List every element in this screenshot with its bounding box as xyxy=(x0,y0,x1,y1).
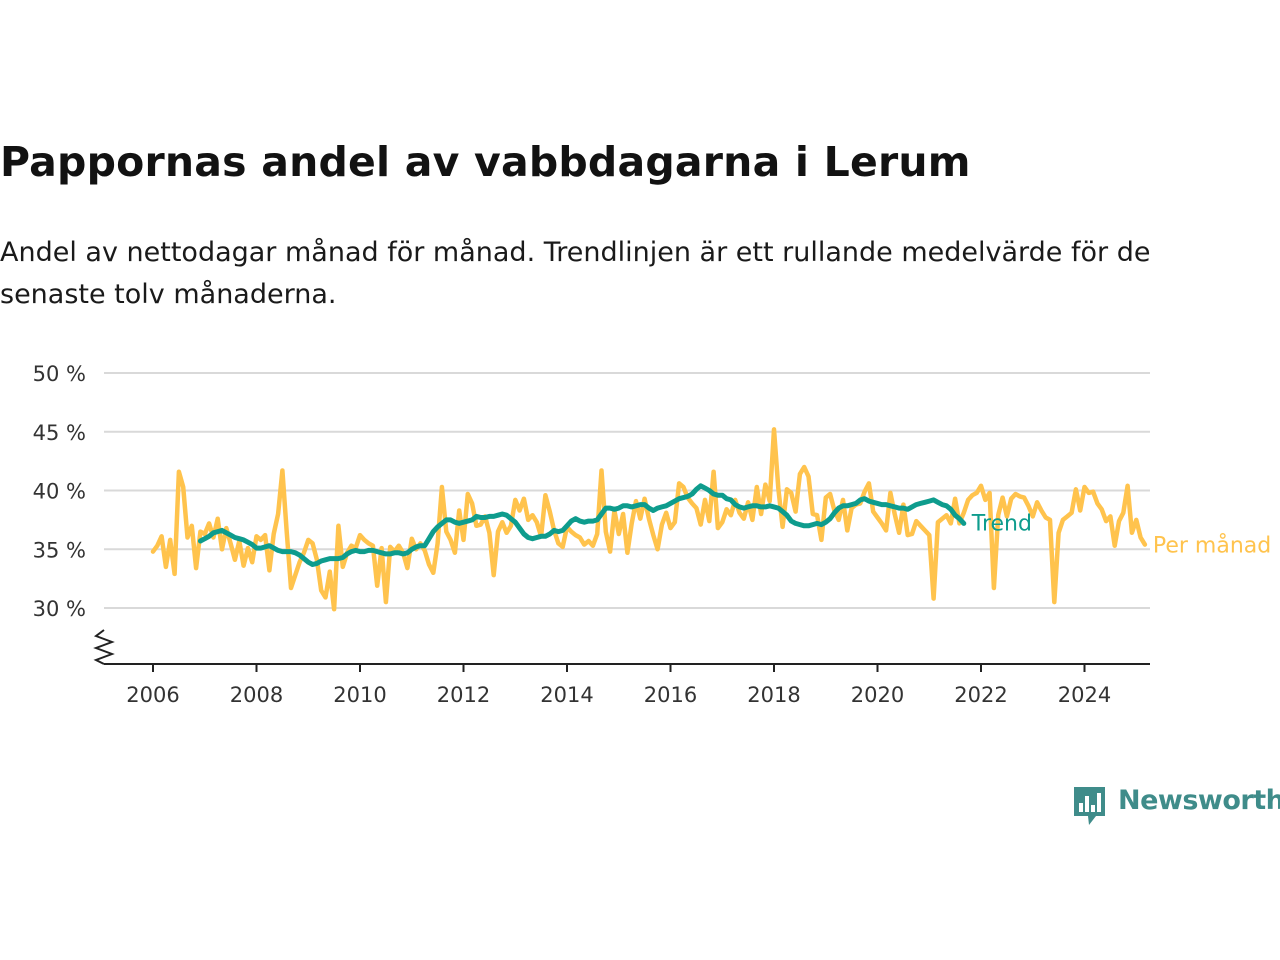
newsworthy-logo: Newsworthy xyxy=(1072,785,1280,829)
y-tick-label: 40 % xyxy=(33,480,86,504)
x-tick-label: 2016 xyxy=(644,683,697,707)
x-tick-label: 2020 xyxy=(851,683,904,707)
axis-break-icon xyxy=(93,629,115,665)
newsworthy-logo-icon xyxy=(1074,787,1105,825)
x-tick-label: 2022 xyxy=(954,683,1007,707)
y-tick-label: 30 % xyxy=(33,597,86,621)
x-tick-label: 2008 xyxy=(230,683,283,707)
series-line-trend xyxy=(197,483,967,567)
x-tick-label: 2014 xyxy=(540,683,593,707)
series-lines xyxy=(150,427,1148,612)
newsworthy-logo-text: Newsworthy xyxy=(1118,785,1280,816)
series-line-per-m-nad xyxy=(150,427,1148,612)
x-tick-label: 2010 xyxy=(333,683,386,707)
y-tick-label: 45 % xyxy=(33,421,86,445)
y-axis-labels: 30 % 35 % 40 % 45 % 50 % xyxy=(33,362,86,621)
series-label-trend: Trend xyxy=(971,511,1032,536)
x-tick-label: 2012 xyxy=(437,683,490,707)
x-tick-label: 2006 xyxy=(126,683,179,707)
line-chart: 30 % 35 % 40 % 45 % 50 % 2006 2008 2010 2012 201… xyxy=(33,362,1272,707)
y-tick-label: 50 % xyxy=(33,362,86,386)
x-tick-label: 2024 xyxy=(1058,683,1111,707)
series-labels: Trend Per månad xyxy=(971,511,1271,558)
chart-subtitle: Andel av nettodagar månad för månad. Tre… xyxy=(0,237,1151,310)
x-tick-label: 2018 xyxy=(747,683,800,707)
series-label-per-m-nad: Per månad xyxy=(1153,532,1271,558)
chart-title: Pappornas andel av vabbdagarna i Lerum xyxy=(0,138,971,186)
x-axis: 2006 2008 2010 2012 2014 2016 2018 2020 2022 2024 xyxy=(104,663,1150,707)
y-tick-label: 35 % xyxy=(33,538,86,562)
